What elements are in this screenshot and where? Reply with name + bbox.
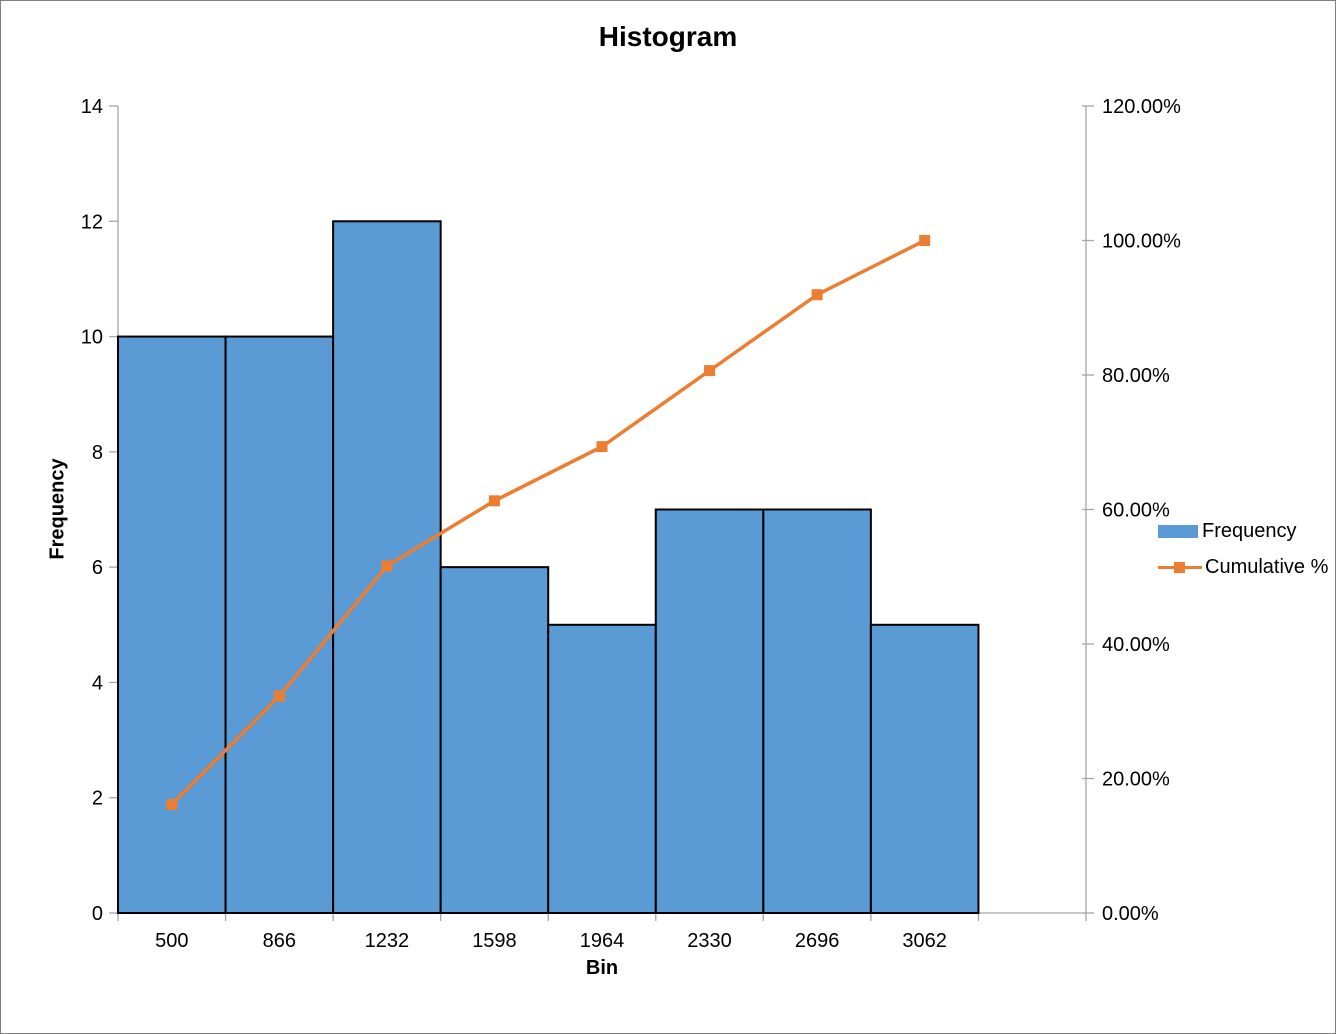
cumulative-point-marker [811, 289, 823, 301]
x-axis-title: Bin [585, 957, 619, 979]
y-left-tick-label: 12 [81, 211, 103, 233]
frequency-bar [762, 508, 872, 914]
legend-label-frequency: Frequency [1202, 519, 1297, 542]
x-category-label: 3062 [902, 930, 947, 952]
y-left-tick-label: 2 [92, 788, 103, 810]
frequency-bar [117, 335, 227, 915]
x-category-label: 2696 [795, 930, 840, 952]
y-left-tick-label: 4 [92, 672, 103, 694]
y-left-tick-label: 8 [92, 442, 103, 464]
frequency-bar [439, 566, 550, 915]
frequency-bar [869, 623, 980, 914]
y-right-tick-label: 40.00% [1102, 634, 1170, 656]
frequency-bar [654, 508, 765, 914]
y-right-tick-label: 20.00% [1102, 769, 1170, 791]
chart-title: Histogram [598, 21, 738, 52]
y-axis-title: Frequency [46, 458, 69, 560]
y-right-tick-label: 120.00% [1102, 96, 1181, 118]
cumulative-point-marker [381, 560, 393, 572]
cumulative-point-marker [166, 799, 178, 811]
cumulative-line [170, 238, 926, 806]
legend: Frequency Cumulative % [1158, 518, 1328, 590]
frequency-bar [332, 220, 442, 915]
cumulative-point-marker [488, 495, 500, 507]
y-left-tick-label: 10 [81, 327, 103, 349]
y-right-tick-label: 60.00% [1102, 500, 1170, 522]
cumulative-point-marker [919, 235, 931, 246]
y-right-tick-label: 80.00% [1102, 365, 1170, 387]
y-right-tick-label: 0.00% [1102, 903, 1159, 925]
legend-label-cumulative: Cumulative % [1205, 555, 1329, 578]
x-category-label: 1232 [365, 930, 410, 952]
y-left-tick-label: 14 [81, 96, 103, 118]
frequency-bar [224, 335, 335, 915]
legend-item-cumulative: Cumulative % [1158, 554, 1328, 580]
x-category-label: 2330 [687, 930, 732, 952]
legend-item-frequency: Frequency [1158, 518, 1328, 544]
cumulative-swatch-icon [1158, 561, 1202, 574]
x-category-label: 1964 [580, 930, 625, 952]
y-right-tick-label: 100.00% [1102, 231, 1181, 253]
x-category-label: 1598 [472, 930, 517, 952]
cumulative-point-marker [596, 441, 608, 453]
x-category-label: 866 [263, 930, 296, 952]
cumulative-marker-icon [1174, 561, 1185, 573]
frequency-swatch-icon [1158, 524, 1198, 538]
frequency-bar [547, 623, 657, 914]
cumulative-point-marker [704, 365, 716, 377]
y-left-tick-label: 0 [92, 903, 103, 925]
cumulative-point-marker [273, 690, 285, 702]
y-left-tick-label: 6 [92, 557, 103, 579]
x-category-label: 500 [155, 930, 188, 952]
